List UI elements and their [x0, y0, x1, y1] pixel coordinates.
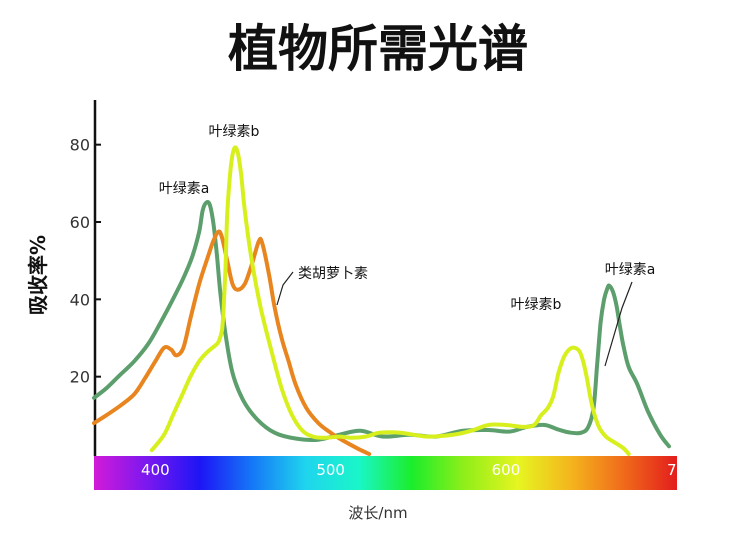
- annotation-leader-line: [604, 281, 633, 367]
- series-chlorophyll-a-line: [92, 200, 671, 449]
- x-axis-label: 波长/nm: [348, 504, 407, 522]
- annotation-chlorophyll-b-peak-label: 叶绿素b: [209, 124, 260, 140]
- x-tick-label: 700: [667, 461, 696, 479]
- y-tick-label: 40: [70, 290, 90, 309]
- x-tick-label: 400: [141, 461, 170, 479]
- chart-title: 植物所需光谱: [228, 20, 528, 78]
- annotation-chlorophyll-a-peak-label: 叶绿素a: [159, 181, 210, 197]
- x-tick-label: 600: [492, 461, 521, 479]
- x-tick-label: 500: [316, 461, 345, 479]
- annotation-carotenoid-label: 类胡萝卜素: [298, 266, 368, 282]
- series-chlorophyll-b-line: [149, 145, 631, 456]
- annotation-leader-line: [276, 271, 294, 306]
- y-tick-label: 60: [70, 213, 90, 232]
- annotation-chlorophyll-b-red-label: 叶绿素b: [511, 297, 562, 313]
- series-carotenoid-line: [92, 229, 372, 456]
- y-tick-label: 80: [70, 136, 90, 155]
- y-tick-label: 20: [70, 368, 90, 387]
- annotation-chlorophyll-a-red-label: 叶绿素a: [605, 262, 656, 278]
- y-axis-label: 吸收率%: [26, 235, 50, 315]
- spectrum-bar: [94, 456, 677, 490]
